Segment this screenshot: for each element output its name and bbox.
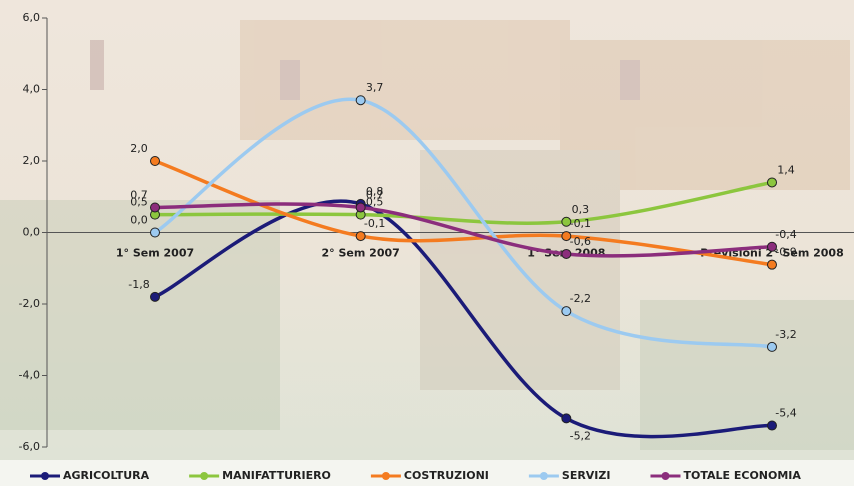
data-label: -0,4 <box>775 228 796 241</box>
legend-label: COSTRUZIONI <box>404 469 489 482</box>
data-point <box>151 292 160 301</box>
legend-label: MANIFATTURIERO <box>222 469 331 482</box>
data-point <box>562 414 571 423</box>
data-label: -5,2 <box>570 429 591 442</box>
data-point <box>562 307 571 316</box>
legend-swatch-dot <box>41 472 49 480</box>
legend-label: TOTALE ECONOMIA <box>683 469 801 482</box>
x-tick-label: 1° Sem 2007 <box>116 247 194 260</box>
y-tick-label: -4,0 <box>19 369 40 382</box>
legend-swatch-dot <box>382 472 390 480</box>
y-tick-label: 6,0 <box>23 11 41 24</box>
data-label: 0,7 <box>366 188 384 201</box>
legend-swatch-dot <box>540 472 548 480</box>
data-label: -2,2 <box>570 292 591 305</box>
y-tick-label: -2,0 <box>19 297 40 310</box>
data-label: 2,0 <box>130 142 148 155</box>
data-label: -1,8 <box>128 278 149 291</box>
data-label: 3,7 <box>366 81 384 94</box>
legend-label: AGRICOLTURA <box>63 469 150 482</box>
legend-swatch-dot <box>661 472 669 480</box>
legend-label: SERVIZI <box>562 469 611 482</box>
data-point <box>151 228 160 237</box>
data-label: 1,4 <box>777 163 795 176</box>
data-label: 0,3 <box>572 203 590 216</box>
legend: AGRICOLTURA MANIFATTURIERO COSTRUZIONI SERV… <box>30 469 801 482</box>
data-point <box>151 157 160 166</box>
data-point <box>768 421 777 430</box>
data-point <box>356 96 365 105</box>
data-point <box>356 232 365 241</box>
data-label: -0,1 <box>570 217 591 230</box>
data-point <box>768 178 777 187</box>
y-tick-label: -6,0 <box>19 440 40 453</box>
data-label: -0,9 <box>775 246 796 259</box>
data-point <box>151 203 160 212</box>
chart: AGRICOLTURA MANIFATTURIERO COSTRUZIONI SERV… <box>0 0 854 486</box>
data-label: -0,6 <box>570 235 591 248</box>
data-point <box>768 260 777 269</box>
legend-swatch-dot <box>200 472 208 480</box>
data-point <box>768 342 777 351</box>
data-label: 0,0 <box>130 214 148 227</box>
data-point <box>356 203 365 212</box>
data-label: -0,1 <box>364 217 385 230</box>
data-label: -5,4 <box>775 407 796 420</box>
data-label: 0,7 <box>130 188 148 201</box>
data-point <box>768 242 777 251</box>
y-tick-label: 2,0 <box>23 154 41 167</box>
y-tick-label: 4,0 <box>23 83 41 96</box>
data-point <box>562 249 571 258</box>
y-tick-label: 0,0 <box>23 226 41 239</box>
x-tick-label: 2° Sem 2007 <box>322 247 400 260</box>
data-label: -3,2 <box>775 328 796 341</box>
